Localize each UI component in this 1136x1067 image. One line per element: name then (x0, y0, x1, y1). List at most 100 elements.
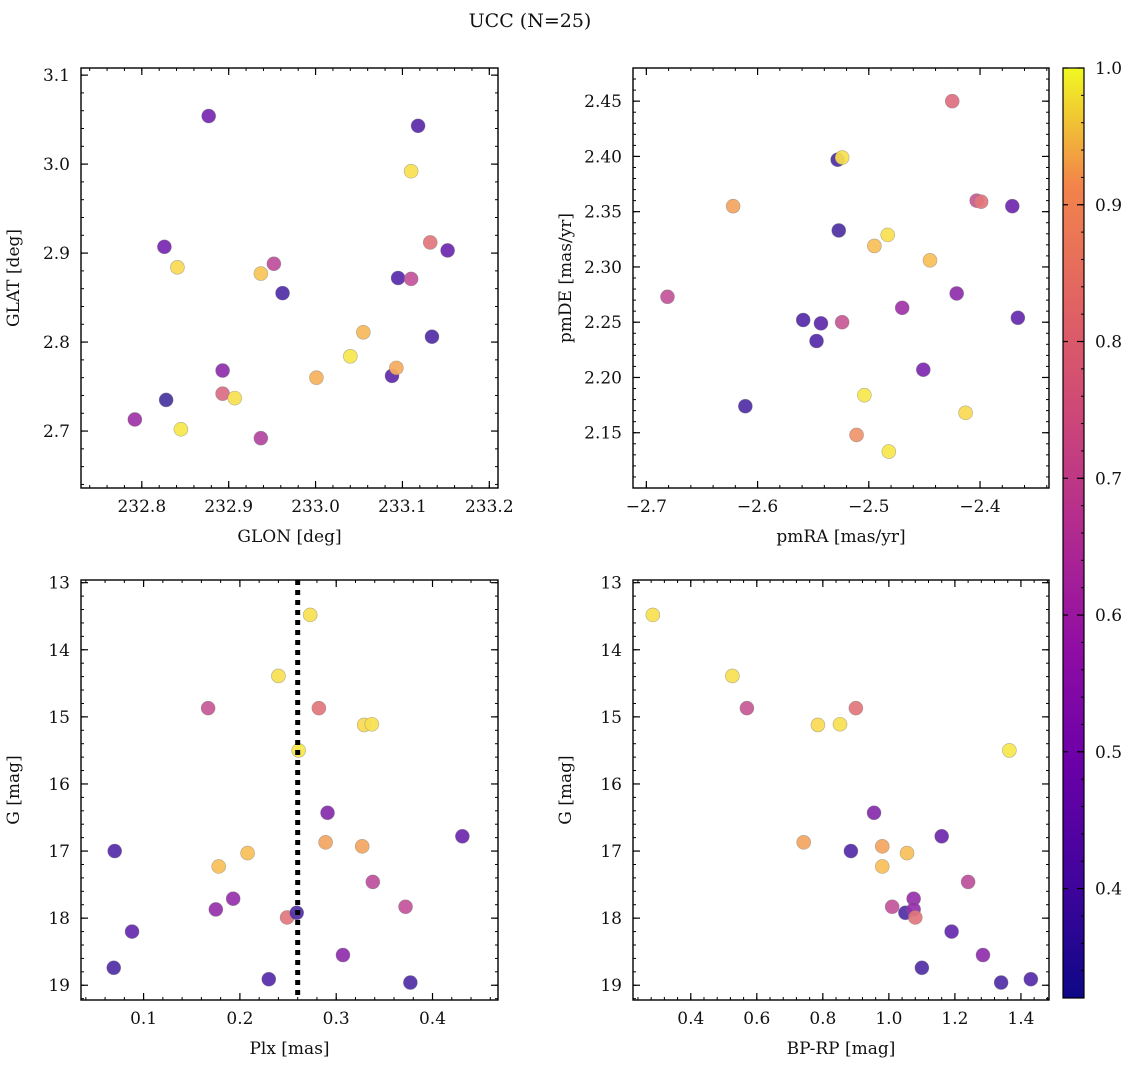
scatter-point (975, 947, 991, 963)
scatter-point (124, 924, 140, 939)
y-tick-label: 2.15 (584, 424, 622, 444)
y-tick-label: 2.25 (584, 313, 622, 333)
y-tick-label: 3.0 (43, 155, 70, 175)
scatter-point (1023, 971, 1039, 987)
scatter-point (261, 971, 277, 987)
x-tick-label: 0.4 (677, 1009, 704, 1029)
x-tick-label: 0.2 (226, 1009, 253, 1029)
y-tick-label: 14 (600, 641, 622, 661)
colorbar-gradient (1062, 67, 1085, 999)
scatter-point (834, 314, 850, 330)
scatter-point (335, 947, 351, 963)
scatter-point (899, 845, 915, 861)
plot-frame (632, 579, 1050, 1001)
scatter-point (645, 607, 661, 623)
scatter-point (1002, 743, 1017, 758)
scatter-point (275, 285, 290, 301)
x-tick-label: 0.4 (419, 1009, 446, 1029)
y-tick-label: 2.8 (43, 333, 70, 353)
scatter-point (832, 716, 848, 732)
scatter-point (364, 716, 380, 732)
y-tick-label: 15 (600, 708, 622, 728)
x-axis-label: Plx [mas] (249, 1039, 329, 1059)
scatter-point (725, 198, 741, 214)
y-tick-label: 16 (48, 775, 70, 795)
scatter-point (240, 845, 255, 861)
scatter-point (725, 668, 740, 684)
scatter-point (874, 859, 890, 874)
x-axis-label: BP-RP [mag] (787, 1039, 896, 1059)
figure-title: UCC (N=25) (469, 10, 592, 32)
scatter-point (215, 363, 230, 378)
scatter-point (403, 271, 419, 287)
scatter-point (813, 316, 829, 331)
scatter-point (107, 843, 123, 859)
y-tick-label: 13 (600, 574, 622, 594)
colorbar-tick-label: 0.7 (1095, 469, 1122, 489)
y-axis-label: pmDE [mas/yr] (556, 213, 576, 343)
scatter-point (127, 412, 143, 427)
y-tick-label: 2.9 (43, 244, 70, 264)
scatter-point (944, 924, 959, 939)
x-tick-label: 233.1 (378, 497, 427, 517)
colorbar-tick-label: 0.5 (1095, 743, 1122, 763)
y-tick-label: 14 (48, 641, 70, 661)
x-tick-label: 232.8 (117, 497, 166, 517)
scatter-point (834, 150, 850, 165)
scatter-point (173, 421, 189, 437)
panel-glon-glat: 232.8 232.9 233.0 233.1 233.2 2.7 2.8 2.9 3.0 3.1… (4, 66, 514, 547)
y-tick-label: 13 (48, 574, 70, 594)
y-tick-label: 19 (48, 976, 70, 996)
scatter-point (960, 874, 976, 890)
scatter-point (389, 360, 404, 376)
x-tick-label: 0.8 (809, 1009, 836, 1029)
x-tick-label: −2.5 (848, 497, 889, 517)
scatter-point (157, 239, 172, 255)
scatter-point (440, 243, 455, 258)
x-axis-label: pmRA [mas/yr] (776, 527, 905, 547)
x-tick-label: 233.0 (291, 497, 340, 517)
scatter-point (973, 194, 989, 210)
y-axis-label: G [mag] (556, 755, 576, 824)
panel-pmra-pmde: −2.7 −2.6 −2.5 −2.4 2.15 2.20 2.25 2.30 2.35 2.40… (556, 67, 1050, 547)
scatter-point (354, 839, 370, 854)
scatter-point (993, 975, 1009, 990)
scatter-point (253, 430, 269, 446)
scatter-point (857, 387, 872, 403)
scatter-point (302, 607, 318, 623)
x-tick-label: 1.4 (1007, 1009, 1034, 1029)
scatter-point (106, 960, 122, 976)
subplots: 232.8 232.9 233.0 233.1 233.2 2.7 2.8 2.9 3.0 3.1… (4, 66, 1050, 1059)
scatter-point (424, 329, 440, 345)
scatter-point (739, 700, 755, 716)
x-axis-label: GLON [deg] (237, 527, 341, 547)
scatter-point (227, 390, 243, 406)
scatter-point (934, 828, 949, 844)
scatter-point (894, 300, 910, 316)
x-tick-label: 232.9 (204, 497, 253, 517)
scatter-point (843, 843, 859, 859)
scatter-point (410, 118, 426, 134)
x-tick-label: −2.7 (626, 497, 667, 517)
scatter-point (849, 427, 864, 443)
x-tick-label: −2.4 (959, 497, 1000, 517)
scatter-point (398, 899, 413, 915)
scatter-point (403, 163, 419, 179)
y-tick-label: 17 (48, 842, 70, 862)
scatter-point (880, 227, 896, 243)
scatter-point (225, 891, 241, 906)
scatter-point (795, 312, 811, 328)
colorbar-tick-label: 0.8 (1095, 333, 1122, 353)
scatter-point (796, 835, 811, 850)
y-tick-label: 18 (600, 909, 622, 929)
scatter-point (922, 253, 938, 268)
plot-frame (632, 67, 1050, 489)
y-tick-label: 3.1 (43, 66, 70, 86)
y-tick-label: 2.35 (584, 203, 622, 223)
scatter-point (1010, 310, 1026, 326)
scatter-point (958, 405, 973, 421)
scatter-point (356, 324, 371, 340)
scatter-point (201, 108, 217, 124)
x-tick-label: 233.2 (465, 497, 514, 517)
